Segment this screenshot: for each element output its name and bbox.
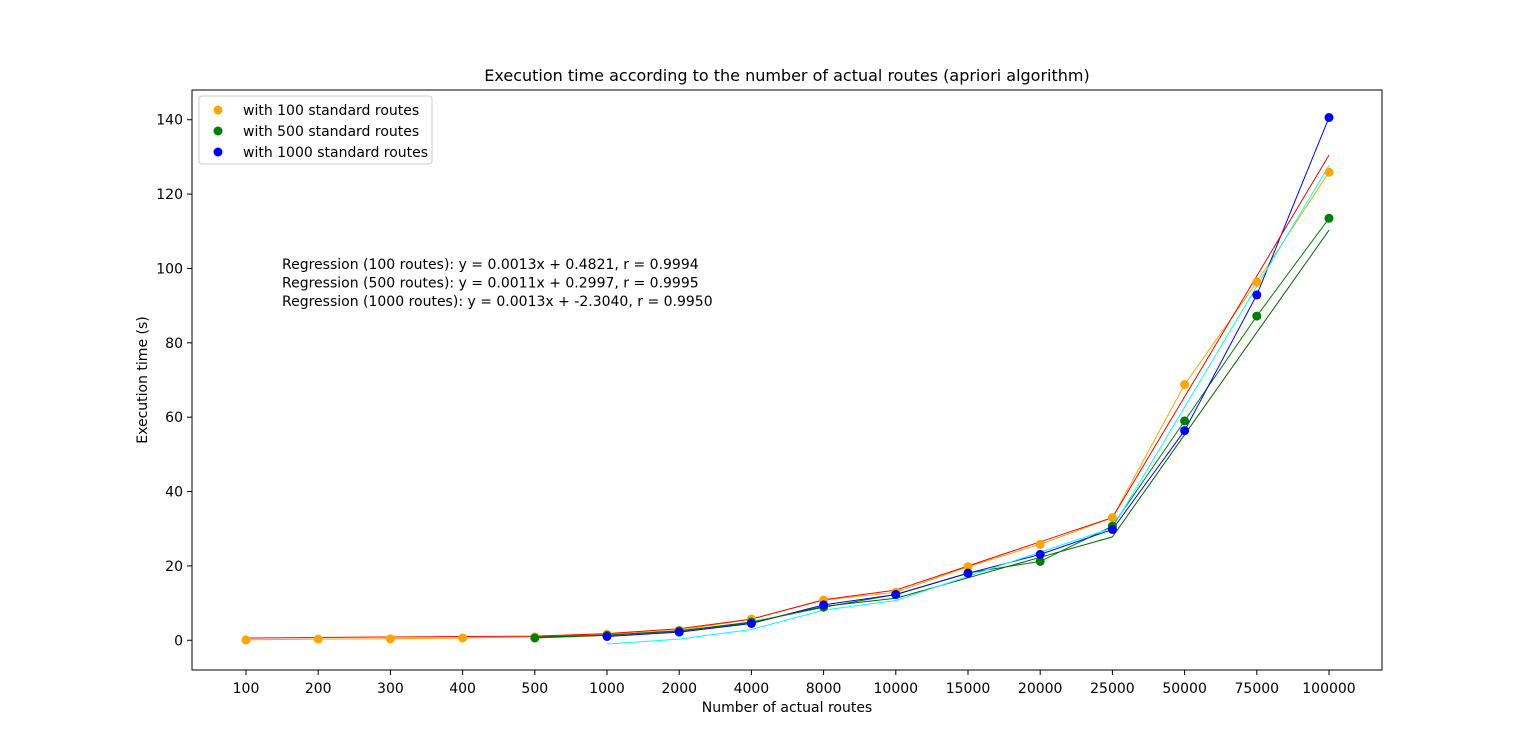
- legend-marker: [213, 126, 223, 136]
- data-points: [241, 113, 1334, 645]
- x-axis-label: Number of actual routes: [702, 700, 872, 716]
- data-point: [530, 633, 540, 643]
- y-tick-label: 120: [156, 187, 183, 203]
- x-tick-label: 100000: [1302, 681, 1355, 697]
- x-tick-label: 100: [233, 681, 260, 697]
- y-tick-label: 40: [165, 485, 183, 501]
- y-tick-label: 0: [174, 633, 183, 649]
- y-axis-label: Execution time (s): [135, 316, 151, 443]
- legend-marker: [213, 105, 223, 115]
- y-tick-label: 140: [156, 113, 183, 129]
- data-point: [1035, 549, 1045, 559]
- data-point: [1324, 213, 1334, 223]
- x-tick-label: 300: [377, 681, 404, 697]
- data-point: [1252, 290, 1262, 300]
- data-point: [891, 590, 901, 599]
- regression-annotations: Regression (100 routes): y = 0.0013x + 0…: [282, 257, 713, 310]
- data-point: [1324, 167, 1334, 177]
- data-point: [1324, 113, 1334, 122]
- x-tick-label: 400: [449, 681, 476, 697]
- data-point: [746, 619, 756, 628]
- y-tick-label: 20: [165, 559, 183, 575]
- data-point: [819, 600, 829, 610]
- plot-area: [241, 113, 1334, 645]
- data-point: [602, 632, 612, 641]
- data-point: [1107, 525, 1117, 534]
- y-axis: 0 20 40 60 80 100 120 140: [156, 113, 192, 649]
- y-tick-label: 100: [156, 261, 183, 277]
- data-point: [963, 562, 973, 572]
- x-tick-label: 75000: [1235, 681, 1280, 697]
- data-point: [385, 634, 395, 644]
- x-tick-label: 10000: [874, 681, 919, 697]
- y-tick-label: 60: [165, 410, 183, 426]
- data-point: [1252, 311, 1262, 321]
- chart-title: Execution time according to the number o…: [484, 66, 1089, 85]
- y-tick-label: 80: [165, 336, 183, 352]
- legend-label: with 100 standard routes: [243, 103, 419, 119]
- x-tick-label: 4000: [734, 681, 770, 697]
- x-tick-label: 500: [521, 681, 548, 697]
- data-point: [1180, 380, 1190, 389]
- data-point: [458, 633, 468, 643]
- legend-box: [198, 95, 433, 165]
- data-point: [1107, 513, 1117, 523]
- axes-frame: [191, 89, 1383, 671]
- data-point: [963, 568, 973, 578]
- legend-label: with 500 standard routes: [243, 124, 419, 140]
- data-point: [241, 635, 251, 645]
- data-point: [1180, 416, 1190, 426]
- legend: with 100 standard routes with 500 standar…: [198, 95, 433, 165]
- x-tick-label: 2000: [661, 681, 697, 697]
- data-point: [674, 627, 684, 637]
- x-axis: 100 200 300 400 500 1000 2000 4000 8000 10000 1500…: [233, 670, 1356, 697]
- data-point: [1035, 556, 1045, 566]
- data-point: [1035, 539, 1045, 549]
- regression-annotation: Regression (500 routes): y = 0.0011x + 0…: [282, 276, 699, 292]
- regression-annotation: Regression (1000 routes): y = 0.0013x + …: [282, 294, 713, 310]
- data-point: [313, 634, 323, 644]
- regression-annotation: Regression (100 routes): y = 0.0013x + 0…: [282, 257, 699, 273]
- legend-marker: [213, 147, 223, 157]
- x-tick-label: 20000: [1018, 681, 1063, 697]
- x-tick-label: 25000: [1090, 681, 1135, 697]
- legend-label: with 1000 standard routes: [243, 145, 428, 161]
- x-tick-label: 1000: [589, 681, 625, 697]
- data-point: [1252, 277, 1262, 287]
- x-tick-label: 15000: [946, 681, 991, 697]
- x-tick-label: 50000: [1162, 681, 1207, 697]
- x-tick-label: 8000: [806, 681, 842, 697]
- data-point: [1180, 426, 1190, 436]
- regression-line: [245, 154, 1330, 639]
- x-tick-label: 200: [305, 681, 332, 697]
